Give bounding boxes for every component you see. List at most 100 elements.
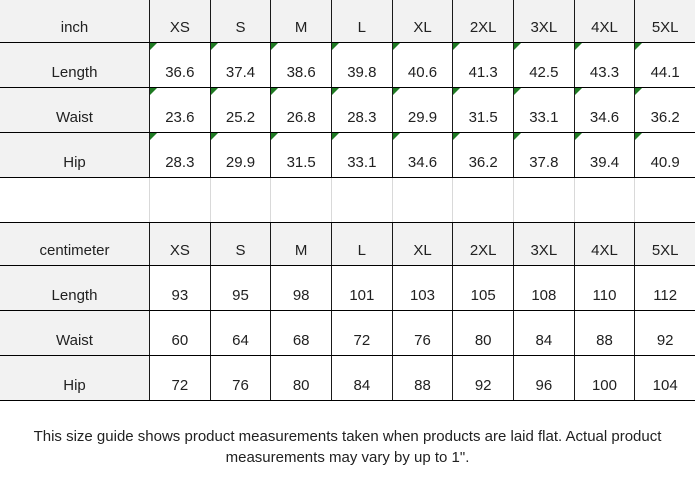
size-header-cell: M (270, 223, 331, 265)
size-value-cell: 43.3 (573, 43, 635, 87)
size-value-cell: 26.8 (270, 88, 331, 132)
cell-flag-icon (453, 133, 461, 140)
size-header-cell: XL (391, 0, 453, 42)
size-value-cell: 88 (391, 356, 453, 400)
cell-flag-icon (210, 43, 218, 50)
gap-cell (149, 178, 210, 222)
size-header-cell: 3XL (513, 223, 574, 265)
cell-flag-icon (574, 43, 582, 50)
gap-cell (391, 178, 453, 222)
size-value-cell: 34.6 (391, 133, 453, 177)
cell-flag-icon (150, 133, 157, 140)
size-value-cell: 88 (573, 311, 635, 355)
measurement-row: Hip 28.3 29.9 31.5 33.1 34.6 36.2 37.8 39.4 40.9 (0, 133, 695, 178)
size-header-cell: XS (149, 0, 210, 42)
size-value-cell: 101 (331, 266, 392, 310)
size-value-cell: 95 (209, 266, 271, 310)
cell-flag-icon (332, 88, 339, 95)
size-value-cell: 36.2 (452, 133, 513, 177)
size-header-cell: L (331, 0, 392, 42)
cell-flag-icon (332, 133, 339, 140)
size-value-cell: 25.2 (209, 88, 271, 132)
size-header-cell: 4XL (573, 0, 635, 42)
size-value-cell: 108 (513, 266, 574, 310)
size-value-cell: 31.5 (452, 88, 513, 132)
cell-flag-icon (635, 133, 643, 140)
size-value-cell: 76 (209, 356, 271, 400)
gap-cell (573, 178, 635, 222)
cell-flag-icon (210, 88, 218, 95)
size-header-cell: S (209, 223, 271, 265)
size-value-cell: 98 (270, 266, 331, 310)
unit-label-cell: inch (0, 0, 149, 42)
size-value-cell: 103 (391, 266, 453, 310)
size-value-cell: 104 (634, 356, 695, 400)
measure-label-cell: Waist (0, 311, 149, 355)
cell-flag-icon (210, 133, 218, 140)
cell-flag-icon (392, 88, 400, 95)
size-value-cell: 68 (270, 311, 331, 355)
size-header-cell: 5XL (634, 0, 695, 42)
gap-cell (0, 178, 149, 222)
size-value-cell: 112 (634, 266, 695, 310)
size-table-centimeter: centimeter XS S M L XL 2XL 3XL 4XL 5XL Length 93 95 9… (0, 223, 695, 401)
cell-flag-icon (574, 88, 582, 95)
size-value-cell: 23.6 (149, 88, 210, 132)
measure-label-cell: Length (0, 266, 149, 310)
size-value-cell: 34.6 (573, 88, 635, 132)
cell-flag-icon (514, 133, 521, 140)
size-value-cell: 72 (149, 356, 210, 400)
size-value-cell: 93 (149, 266, 210, 310)
size-header-cell: 4XL (573, 223, 635, 265)
measure-label-cell: Waist (0, 88, 149, 132)
cell-flag-icon (332, 43, 339, 50)
size-value-cell: 36.2 (634, 88, 695, 132)
cell-flag-icon (150, 43, 157, 50)
gap-cell (209, 178, 271, 222)
size-header-cell: 3XL (513, 0, 574, 42)
cell-flag-icon (453, 43, 461, 50)
size-value-cell: 33.1 (513, 88, 574, 132)
size-value-cell: 39.4 (573, 133, 635, 177)
gap-cell (513, 178, 574, 222)
size-value-cell: 33.1 (331, 133, 392, 177)
size-header-row: inch XS S M L XL 2XL 3XL 4XL 5XL (0, 0, 695, 43)
size-value-cell: 40.6 (391, 43, 453, 87)
size-value-cell: 84 (331, 356, 392, 400)
measure-label-cell: Length (0, 43, 149, 87)
size-guide-note: This size guide shows product measuremen… (33, 428, 662, 466)
size-header-row: centimeter XS S M L XL 2XL 3XL 4XL 5XL (0, 223, 695, 266)
gap-cell (331, 178, 392, 222)
measure-label-cell: Hip (0, 133, 149, 177)
size-value-cell: 80 (270, 356, 331, 400)
size-value-cell: 28.3 (331, 88, 392, 132)
size-value-cell: 72 (331, 311, 392, 355)
size-header-cell: XS (149, 223, 210, 265)
cell-flag-icon (271, 43, 279, 50)
measurement-row: Hip 72 76 80 84 88 92 96 100 104 (0, 356, 695, 401)
cell-flag-icon (453, 88, 461, 95)
size-value-cell: 31.5 (270, 133, 331, 177)
unit-label-cell: centimeter (0, 223, 149, 265)
measurement-row: Waist 23.6 25.2 26.8 28.3 29.9 31.5 33.1 34.6 36.… (0, 88, 695, 133)
cell-flag-icon (271, 133, 279, 140)
size-value-cell: 110 (573, 266, 635, 310)
size-value-cell: 38.6 (270, 43, 331, 87)
gap-cell (452, 178, 513, 222)
gap-cell (634, 178, 695, 222)
size-value-cell: 92 (452, 356, 513, 400)
size-value-cell: 28.3 (149, 133, 210, 177)
size-value-cell: 39.8 (331, 43, 392, 87)
cell-flag-icon (514, 43, 521, 50)
size-value-cell: 80 (452, 311, 513, 355)
size-value-cell: 29.9 (391, 88, 453, 132)
size-value-cell: 100 (573, 356, 635, 400)
size-value-cell: 29.9 (209, 133, 271, 177)
cell-flag-icon (635, 88, 643, 95)
cell-flag-icon (392, 133, 400, 140)
cell-flag-icon (635, 43, 643, 50)
size-value-cell: 36.6 (149, 43, 210, 87)
measurement-row: Waist 60 64 68 72 76 80 84 88 92 (0, 311, 695, 356)
table-gap-row (0, 178, 695, 223)
